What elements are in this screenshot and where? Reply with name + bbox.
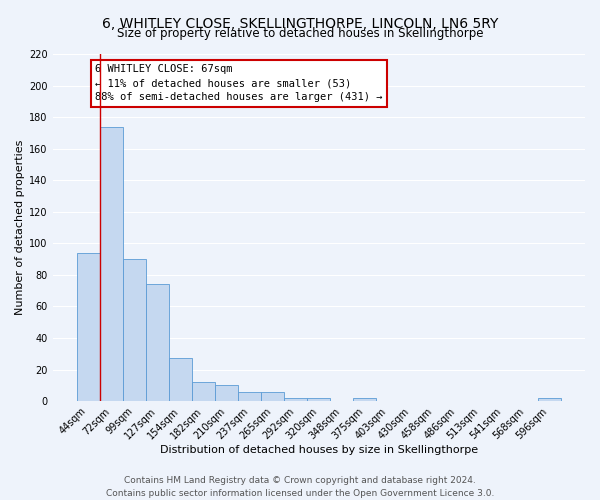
Bar [123,259,146,401]
X-axis label: Distribution of detached houses by size in Skellingthorpe: Distribution of detached houses by size … [160,445,478,455]
Bar [353,398,376,401]
Text: 6, WHITLEY CLOSE, SKELLINGTHORPE, LINCOLN, LN6 5RY: 6, WHITLEY CLOSE, SKELLINGTHORPE, LINCOL… [102,18,498,32]
Bar [538,398,561,401]
Bar [192,382,215,401]
Bar [261,392,284,401]
Bar [215,386,238,401]
Bar [307,398,331,401]
Bar [146,284,169,401]
Bar [77,253,100,401]
Y-axis label: Number of detached properties: Number of detached properties [15,140,25,315]
Bar [284,398,307,401]
Bar [169,358,192,401]
Text: 6 WHITLEY CLOSE: 67sqm
← 11% of detached houses are smaller (53)
88% of semi-det: 6 WHITLEY CLOSE: 67sqm ← 11% of detached… [95,64,383,102]
Text: Contains HM Land Registry data © Crown copyright and database right 2024.
Contai: Contains HM Land Registry data © Crown c… [106,476,494,498]
Bar [100,126,123,401]
Text: Size of property relative to detached houses in Skellingthorpe: Size of property relative to detached ho… [117,28,483,40]
Bar [238,392,261,401]
